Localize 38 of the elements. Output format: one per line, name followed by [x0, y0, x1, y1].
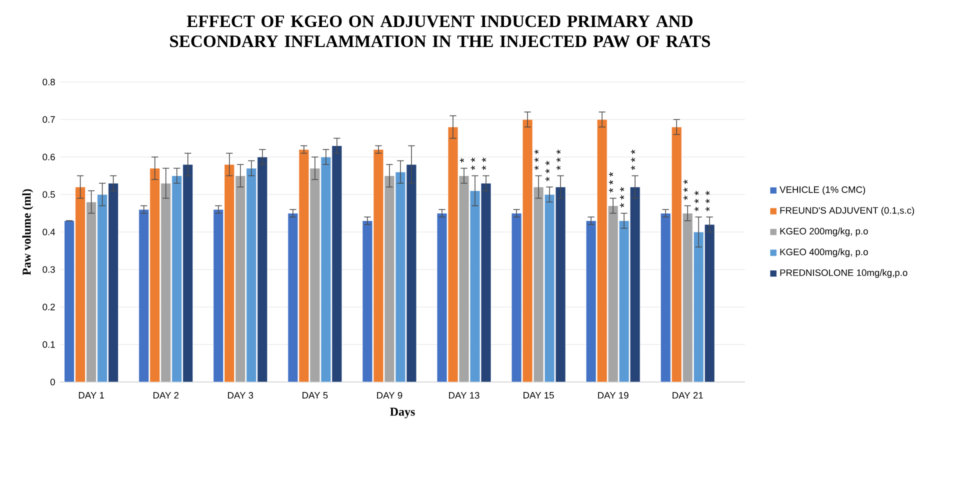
x-tick-label: DAY 9 [377, 392, 402, 399]
annotation: * * * [534, 150, 539, 170]
annotation: * * * [620, 187, 624, 208]
legend-label: KGEO 400mg/kg, p.o [780, 248, 868, 258]
x-tick-label: DAY 15 [524, 392, 554, 399]
legend-label: PREDNISOLONE 10mg/kg,p.o [780, 269, 908, 278]
annotation: * * * [608, 172, 614, 192]
annotation: * [460, 158, 464, 162]
legend-label: FREUND'S ADJUVENT (0.1,s.c) [780, 206, 914, 216]
x-tick-label: DAY 3 [228, 392, 254, 399]
x-tick-label: DAY 2 [153, 392, 179, 399]
x-tick-label: DAY 5 [302, 392, 328, 399]
chart-title: EFFECT OF KGEO ON ADJUVENT INDUCED PRIMARY AND SECONDARY INFLAMMATION IN THE INJECTED PAW OF RATS [170, 15, 710, 48]
annotation: * * * [630, 150, 636, 170]
y-tick-label: 0.2 [42, 304, 55, 310]
y-tick-label: 0.3 [42, 266, 55, 273]
y-tick-label: 0.1 [42, 341, 55, 348]
y-tick-label: 0.6 [42, 154, 55, 160]
annotation: * * * [705, 190, 710, 212]
annotation: * * * [694, 190, 699, 212]
y-tick-label: 0.4 [42, 228, 56, 236]
annotation: * * * [545, 160, 550, 182]
y-axis-title: Paw volume (ml) [22, 189, 34, 276]
annotation: * * [482, 158, 486, 170]
annotation: * * [470, 158, 476, 170]
y-tick-label: 0.8 [42, 78, 55, 86]
x-tick-label: DAY 21 [672, 392, 703, 399]
y-tick-label: 0.5 [42, 191, 55, 198]
x-axis-title: Days [390, 408, 415, 418]
y-tick-label: 0.7 [42, 116, 55, 123]
x-tick-label: DAY 19 [598, 392, 628, 399]
legend-label: KGEO 200mg/kg, p.o [780, 228, 868, 236]
x-tick-label: DAY 13 [449, 392, 480, 399]
legend-label: VEHICLE (1% CMC) [780, 186, 866, 195]
y-tick-label: 0 [50, 378, 55, 386]
annotation: * * * [556, 150, 561, 170]
annotation: * * * [683, 180, 688, 200]
x-tick-label: DAY 1 [78, 392, 104, 398]
